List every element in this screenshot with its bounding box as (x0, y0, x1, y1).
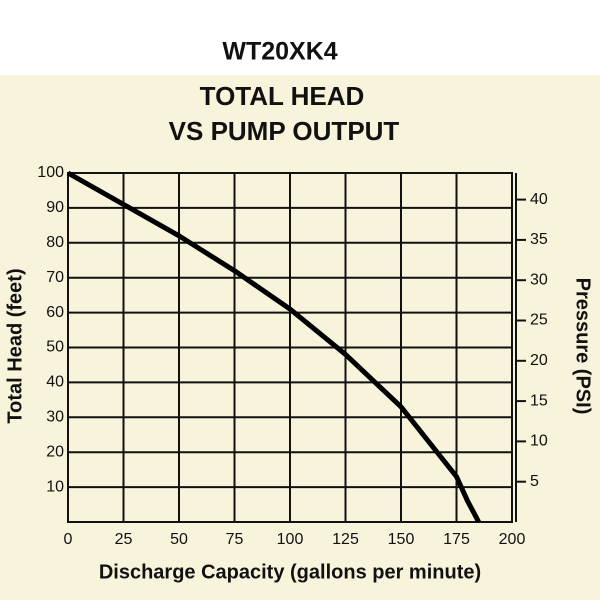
x-tick-label: 0 (64, 531, 73, 548)
x-tick-label: 175 (443, 531, 470, 548)
x-tick-label: 200 (499, 531, 526, 548)
y2-tick-label: 40 (530, 191, 548, 208)
x-tick-label: 25 (115, 531, 133, 548)
header: WT20XK4 (222, 38, 337, 66)
y2-tick-label: 15 (530, 392, 548, 409)
y-tick-label: 30 (46, 409, 64, 426)
y2-tick-label: 10 (530, 433, 548, 450)
curve (66, 170, 481, 524)
y2-tick-label: 25 (530, 312, 548, 329)
y-tick-label: 40 (46, 374, 64, 391)
y-tick-label: 50 (46, 339, 64, 356)
y-tick-label: 70 (46, 269, 64, 286)
x-tick-label: 50 (170, 531, 188, 548)
x-tick-label: 75 (226, 531, 244, 548)
chart-title: TOTAL HEAD (200, 81, 365, 111)
x-axis-label: Discharge Capacity (gallons per minute) (99, 561, 481, 583)
y2-axis-label: Pressure (PSI) (572, 278, 594, 415)
background (0, 75, 600, 600)
y2-tick-label: 20 (530, 352, 548, 369)
x-tick-label: 100 (277, 531, 304, 548)
y-tick-label: 80 (46, 234, 64, 251)
y-tick-label: 20 (46, 443, 64, 460)
x-tick-label: 125 (332, 531, 359, 548)
y-tick-label: 90 (46, 199, 64, 216)
x-tick-label: 150 (388, 531, 415, 548)
y-tick-label: 10 (46, 478, 64, 495)
chart-subtitle: VS PUMP OUTPUT (169, 116, 400, 146)
y-axis-label: Total Head (feet) (4, 268, 26, 423)
y2-tick-label: 30 (530, 271, 548, 288)
y2-tick-label: 35 (530, 231, 548, 248)
y-tick-label: 100 (37, 164, 64, 181)
y-tick-label: 60 (46, 304, 64, 321)
y2-tick-label: 5 (530, 473, 539, 490)
